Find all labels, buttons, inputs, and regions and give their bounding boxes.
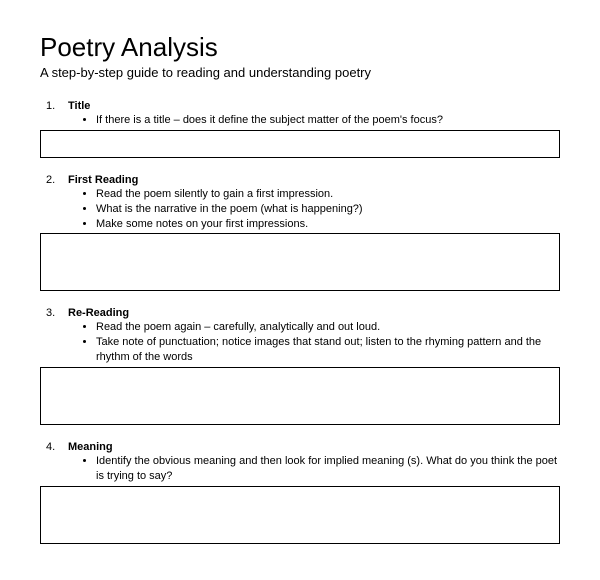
answer-box[interactable] (40, 486, 560, 544)
section-heading: First Reading (68, 174, 138, 186)
section-title-block: 1. Title If there is a title – does it d… (40, 100, 560, 158)
bullet-item: What is the narrative in the poem (what … (96, 202, 560, 217)
bullet-item: Read the poem again – carefully, analyti… (96, 320, 560, 335)
answer-box[interactable] (40, 130, 560, 158)
section-heading: Re-Reading (68, 307, 129, 319)
section-bullets: If there is a title – does it define the… (40, 113, 560, 128)
page-subtitle: A step-by-step guide to reading and unde… (40, 65, 560, 80)
section-number: 2. (40, 174, 68, 186)
answer-box[interactable] (40, 367, 560, 425)
bullet-item: Read the poem silently to gain a first i… (96, 187, 560, 202)
bullet-item: Take note of punctuation; notice images … (96, 335, 560, 365)
section-bullets: Identify the obvious meaning and then lo… (40, 454, 560, 484)
section-meaning-block: 4. Meaning Identify the obvious meaning … (40, 441, 560, 544)
page-title: Poetry Analysis (40, 32, 560, 63)
section-heading: Title (68, 100, 90, 112)
bullet-item: If there is a title – does it define the… (96, 113, 560, 128)
bullet-item: Identify the obvious meaning and then lo… (96, 454, 560, 484)
section-header: 2. First Reading (40, 174, 560, 186)
section-header: 1. Title (40, 100, 560, 112)
section-first-reading-block: 2. First Reading Read the poem silently … (40, 174, 560, 292)
section-number: 3. (40, 307, 68, 319)
section-header: 4. Meaning (40, 441, 560, 453)
section-number: 1. (40, 100, 68, 112)
section-header: 3. Re-Reading (40, 307, 560, 319)
bullet-item: Make some notes on your first impression… (96, 217, 560, 232)
section-heading: Meaning (68, 441, 113, 453)
section-bullets: Read the poem again – carefully, analyti… (40, 320, 560, 365)
answer-box[interactable] (40, 233, 560, 291)
section-bullets: Read the poem silently to gain a first i… (40, 187, 560, 232)
section-re-reading-block: 3. Re-Reading Read the poem again – care… (40, 307, 560, 425)
section-number: 4. (40, 441, 68, 453)
